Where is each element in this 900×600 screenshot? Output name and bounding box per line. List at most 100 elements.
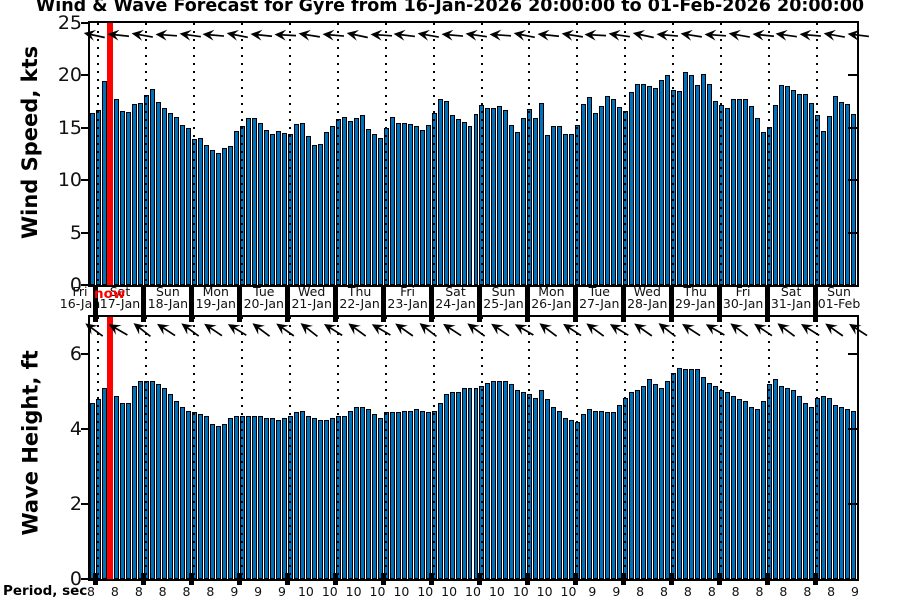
- wave-height-bar: [245, 416, 251, 579]
- day-gridline: [144, 317, 147, 579]
- wave-height-bar: [233, 416, 239, 579]
- wave-height-bar: [761, 401, 767, 579]
- wind-speed-bar: [299, 122, 305, 285]
- day-label: Tue 27-Jan: [569, 285, 629, 311]
- wind-speed-bar: [803, 94, 809, 285]
- wave-height-bar: [509, 384, 515, 579]
- day-gridline: [576, 23, 579, 285]
- y-tick-mark: [81, 22, 88, 24]
- x-tick-mark: [476, 285, 482, 309]
- wind-speed-bar: [731, 98, 737, 285]
- day-gridline: [672, 317, 675, 579]
- direction-arrow: [653, 27, 679, 43]
- day-date: 23-Jan: [387, 295, 428, 311]
- day-gridline: [624, 317, 627, 579]
- wave-height-bar: [215, 425, 221, 579]
- wind-y-axis-label: Wind Speed, kts: [18, 45, 42, 239]
- y-tick-label: 20: [57, 64, 82, 87]
- wave-height-bar: [653, 384, 659, 579]
- direction-arrow: [796, 27, 822, 43]
- direction-arrow: [438, 321, 464, 337]
- day-date: 27-Jan: [579, 295, 620, 311]
- direction-arrow: [749, 27, 775, 43]
- period-value: 8: [803, 584, 812, 599]
- wave-height-bar: [131, 386, 137, 579]
- wave-height-bar: [185, 410, 191, 579]
- wave-height-bar: [407, 410, 413, 579]
- wave-height-bar: [629, 391, 635, 579]
- wind-speed-bar: [665, 75, 671, 285]
- wind-speed-bar: [161, 107, 167, 285]
- y-tick-mark: [848, 231, 857, 234]
- x-tick-mark: [141, 308, 147, 322]
- y-tick-label: 2: [69, 493, 82, 516]
- x-tick-mark: [333, 308, 339, 322]
- wind-speed-bar: [245, 118, 251, 285]
- wind-speed-bar: [449, 115, 455, 285]
- day-date: 31-Jan: [770, 295, 812, 311]
- period-value: 10: [441, 584, 458, 599]
- x-tick-mark: [812, 573, 818, 585]
- x-tick-mark: [524, 285, 530, 309]
- day-gridline: [624, 23, 627, 285]
- wind-speed-bar: [497, 105, 503, 285]
- now-line: [107, 23, 113, 285]
- wind-speed-bar: [617, 106, 623, 285]
- wind-speed-bar: [209, 149, 215, 285]
- wind-speed-bar: [659, 79, 665, 285]
- day-gridline: [768, 317, 771, 579]
- day-gridline: [720, 23, 723, 285]
- wave-height-bar: [197, 414, 203, 579]
- day-label: Sun 01-Feb: [809, 285, 869, 309]
- period-value: 8: [110, 584, 119, 599]
- wave-height-bar: [425, 412, 431, 579]
- period-value: 8: [660, 584, 668, 599]
- wind-speed-bar: [305, 136, 311, 285]
- wind-speed-bar: [179, 124, 185, 285]
- wave-height-bar: [851, 410, 856, 579]
- day-date: 30-Jan: [722, 295, 764, 311]
- y-tick-mark: [848, 74, 857, 77]
- wind-speed-bar: [215, 153, 221, 285]
- x-tick-mark: [141, 285, 147, 309]
- y-tick-label: 6: [69, 343, 82, 366]
- wind-speed-bar: [323, 132, 329, 285]
- day-gridline: [97, 317, 99, 579]
- wave-height-bar: [827, 397, 833, 579]
- day-date: 22-Jan: [339, 295, 380, 311]
- wind-speed-bar: [821, 130, 827, 285]
- wind-speed-bar: [389, 117, 395, 285]
- day-gridline: [480, 23, 483, 285]
- wave-height-bar: [401, 410, 407, 579]
- day-weekday: Sat: [445, 284, 466, 299]
- y-tick-mark: [848, 428, 857, 431]
- day-label: Sun 18-Jan: [138, 285, 198, 309]
- day-weekday: Fri: [72, 284, 88, 299]
- wave-y-axis-label: Wave Height, ft: [18, 350, 43, 536]
- wind-speed-bar: [599, 105, 605, 285]
- wave-height-bar: [665, 380, 671, 579]
- direction-arrow: [558, 27, 584, 43]
- wave-height-bar: [90, 403, 95, 579]
- wave-height-bar: [839, 406, 844, 579]
- wind-speed-bar: [377, 138, 383, 285]
- day-date: 25-Jan: [483, 295, 524, 311]
- direction-arrow: [414, 27, 440, 43]
- x-tick-mark: [429, 308, 435, 322]
- day-gridline: [432, 23, 435, 285]
- period-value: 8: [731, 584, 740, 599]
- direction-arrow: [414, 321, 440, 338]
- wind-speed-bar: [155, 101, 161, 285]
- day-label: Mon 26-Jan: [521, 285, 581, 309]
- day-date: 21-Jan: [291, 295, 332, 311]
- wave-height-bar: [491, 380, 497, 579]
- day-date: 19-Jan: [195, 295, 236, 311]
- wave-height-bar: [545, 399, 551, 579]
- direction-arrow: [367, 321, 393, 337]
- x-tick-mark: [812, 308, 818, 322]
- wind-speed-bar: [365, 128, 371, 285]
- x-tick-mark: [620, 285, 626, 309]
- day-gridline: [336, 317, 339, 579]
- wind-speed-bar: [473, 114, 479, 285]
